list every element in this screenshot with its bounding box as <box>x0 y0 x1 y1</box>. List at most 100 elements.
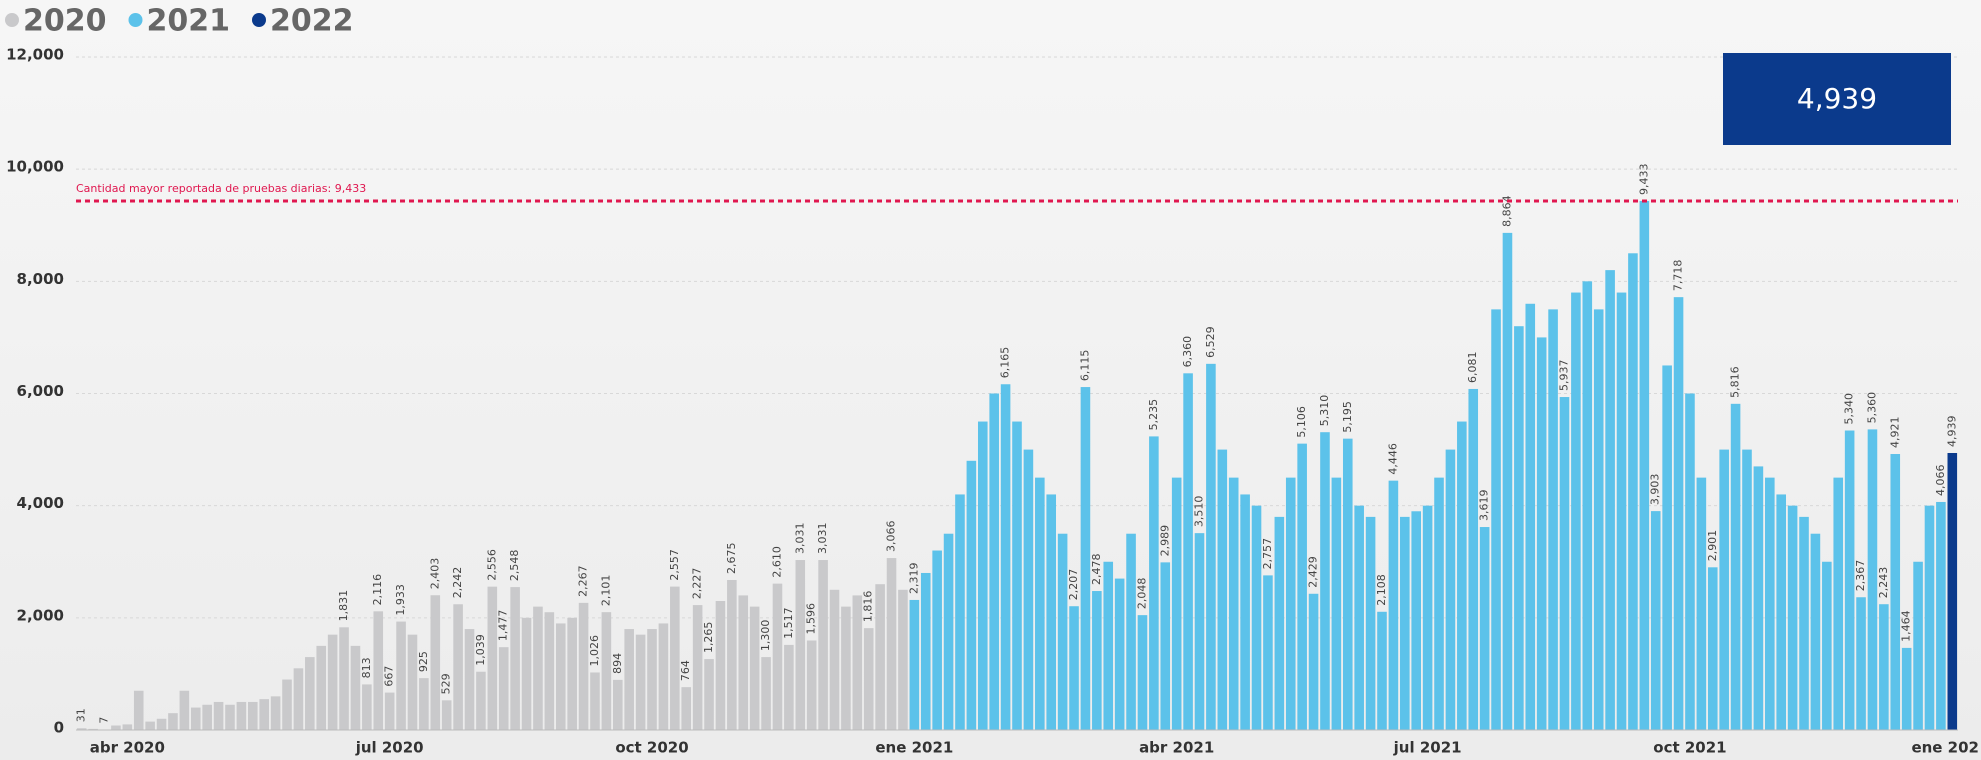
bar <box>1707 567 1718 730</box>
bar <box>966 460 977 730</box>
bar <box>1445 449 1456 730</box>
bar <box>1342 438 1353 730</box>
bar <box>886 558 897 730</box>
data-label: 2,557 <box>668 549 681 581</box>
bar <box>1183 373 1193 730</box>
data-label: 1,596 <box>805 603 818 635</box>
bar <box>1434 477 1444 730</box>
bar <box>1297 443 1307 730</box>
bar <box>441 700 452 730</box>
bar <box>1673 297 1684 730</box>
bar <box>487 586 498 730</box>
bar <box>1057 533 1068 730</box>
bar <box>612 679 623 730</box>
bar <box>1890 454 1901 730</box>
data-label: 1,933 <box>394 584 407 616</box>
reference-label: Cantidad mayor reportada de pruebas diar… <box>76 182 366 195</box>
bar <box>1776 494 1786 730</box>
data-label: 4,446 <box>1386 443 1399 475</box>
bar <box>1571 292 1581 730</box>
data-label: 925 <box>417 651 430 672</box>
bar <box>1411 511 1422 730</box>
bar <box>1548 309 1558 730</box>
legend-label: 2021 <box>147 4 231 39</box>
bar <box>1194 533 1205 730</box>
bar <box>1753 466 1764 730</box>
bar <box>749 606 760 730</box>
bar <box>1582 281 1593 730</box>
bar <box>1730 403 1741 730</box>
bar <box>270 696 281 730</box>
bar <box>430 595 441 730</box>
bar <box>1012 421 1022 730</box>
bar <box>955 494 965 730</box>
data-label: 1,026 <box>588 635 601 667</box>
bar <box>1388 480 1399 730</box>
data-label: 3,066 <box>885 521 898 553</box>
data-label: 7 <box>98 717 111 724</box>
bar <box>1947 453 1958 730</box>
bar <box>670 586 680 730</box>
y-tick-label: 4,000 <box>17 494 64 512</box>
bar <box>133 690 144 730</box>
bar <box>1263 575 1273 730</box>
bar <box>1822 561 1832 730</box>
bar <box>521 617 532 730</box>
bar <box>943 533 954 730</box>
bar <box>1844 430 1855 730</box>
bar <box>1810 533 1821 730</box>
bar <box>704 659 714 730</box>
data-label: 8,864 <box>1500 195 1513 227</box>
data-label: 4,939 <box>1945 416 1958 448</box>
data-label: 2,675 <box>725 542 738 574</box>
data-label: 1,831 <box>337 590 350 622</box>
bar <box>1069 606 1079 730</box>
bar <box>624 629 634 730</box>
bar <box>784 644 794 730</box>
bar <box>1331 477 1342 730</box>
bar <box>156 718 167 730</box>
bar <box>1217 449 1228 730</box>
bar <box>1913 561 1923 730</box>
bar <box>658 623 669 730</box>
bar <box>1320 432 1330 730</box>
data-label: 5,106 <box>1295 406 1308 438</box>
bar <box>1171 477 1182 730</box>
data-label: 4,066 <box>1934 464 1947 496</box>
data-label: 6,165 <box>999 347 1012 379</box>
bar <box>111 725 121 730</box>
bar <box>259 699 269 730</box>
y-tick-label: 10,000 <box>6 158 64 176</box>
kpi-card <box>1723 53 1951 145</box>
bar <box>1833 477 1844 730</box>
y-tick-label: 12,000 <box>6 46 64 64</box>
bar <box>190 707 201 730</box>
data-label: 9,433 <box>1637 163 1650 195</box>
bar <box>1000 384 1011 730</box>
bar <box>236 701 247 730</box>
bar <box>1274 516 1285 730</box>
bar <box>168 713 178 730</box>
y-tick-label: 6,000 <box>17 382 64 400</box>
bar <box>1662 365 1672 730</box>
data-label: 7,718 <box>1672 260 1685 292</box>
data-label: 1,477 <box>497 610 510 642</box>
data-label: 2,757 <box>1261 538 1274 570</box>
bar <box>841 606 851 730</box>
data-label: 2,367 <box>1854 560 1867 592</box>
bar <box>555 623 566 730</box>
bar <box>567 617 577 730</box>
data-label: 31 <box>75 708 88 722</box>
bar <box>863 628 874 730</box>
bar <box>145 721 155 730</box>
bar <box>1046 494 1057 730</box>
data-label: 2,048 <box>1135 578 1148 610</box>
bar <box>1491 309 1501 730</box>
data-label: 2,227 <box>691 568 704 600</box>
data-label: 2,267 <box>577 565 590 597</box>
bar <box>544 612 555 730</box>
bar <box>818 560 828 730</box>
bar <box>1525 303 1536 730</box>
kpi-value: 4,939 <box>1797 82 1877 115</box>
